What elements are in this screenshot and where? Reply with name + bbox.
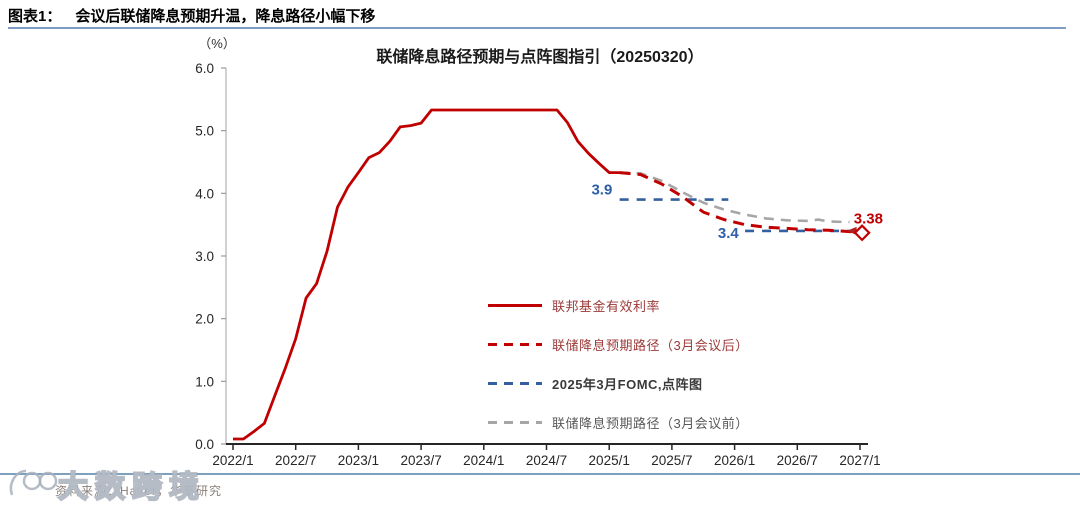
x-tick-label: 2026/7 [777,453,818,468]
value-annotation: 3.9 [591,182,612,199]
x-tick-label: 2025/1 [589,453,630,468]
y-tick-label: 0.0 [195,437,214,452]
y-tick-label: 5.0 [195,124,214,139]
x-tick-label: 2024/1 [463,453,504,468]
header-rule [8,27,1066,29]
legend-label: 联邦基金有效利率 [552,298,661,314]
x-tick-label: 2022/1 [212,453,253,468]
legend-label: 联储降息预期路径（3月会议前） [552,415,749,431]
dashed-line-swatch [488,420,542,424]
legend-item-path-pre-meeting: 联储降息预期路径（3月会议前） [488,413,749,431]
chart-legend: 联邦基金有效利率 联储降息预期路径（3月会议后） 2025年3月FOMC,点阵图… [488,296,749,452]
value-annotation: 3.4 [718,225,740,242]
legend-label: 2025年3月FOMC,点阵图 [552,376,703,392]
x-tick-label: 2026/1 [714,453,755,468]
x-tick-label: 2024/7 [526,453,567,468]
x-tick-label: 2025/7 [651,453,692,468]
legend-item-fomc-dot-plot: 2025年3月FOMC,点阵图 [488,374,749,392]
figure-tag: 图表1： [8,8,62,25]
x-tick-label: 2022/7 [275,453,316,468]
source-note: 资料来源：Haver，华泰研究 [55,484,223,498]
y-tick-label: 6.0 [195,61,214,76]
dashed-line-swatch [488,342,542,346]
legend-label: 联储降息预期路径（3月会议后） [552,337,749,353]
y-tick-label: 2.0 [195,312,214,327]
figure-title: 会议后联储降息预期升温，降息路径小幅下移 [75,8,376,25]
legend-item-path-post-meeting: 联储降息预期路径（3月会议后） [488,335,749,353]
x-tick-label: 2023/7 [400,453,441,468]
figure-header: 图表1： 会议后联储降息预期升温，降息路径小幅下移 [8,5,1068,26]
x-tick-label: 2027/1 [839,453,880,468]
chart-title: 联储降息路径预期与点阵图指引（20250320） [376,47,703,66]
y-tick-label: 4.0 [195,186,214,201]
dashed-line-swatch [488,381,542,385]
series-effective-rate [233,108,620,441]
solid-line-swatch [488,303,542,307]
value-annotation: 3.38 [854,210,883,227]
y-axis-unit-label: （%） [198,36,236,51]
series-path-post-meeting [619,171,861,234]
series-path-pre-meeting [619,171,850,224]
y-tick-label: 1.0 [195,374,214,389]
end-diamond-marker [853,224,871,242]
footer-rule [0,473,1080,475]
y-tick-label: 3.0 [195,249,214,264]
x-tick-label: 2023/1 [338,453,379,468]
legend-item-effective-rate: 联邦基金有效利率 [488,296,749,314]
